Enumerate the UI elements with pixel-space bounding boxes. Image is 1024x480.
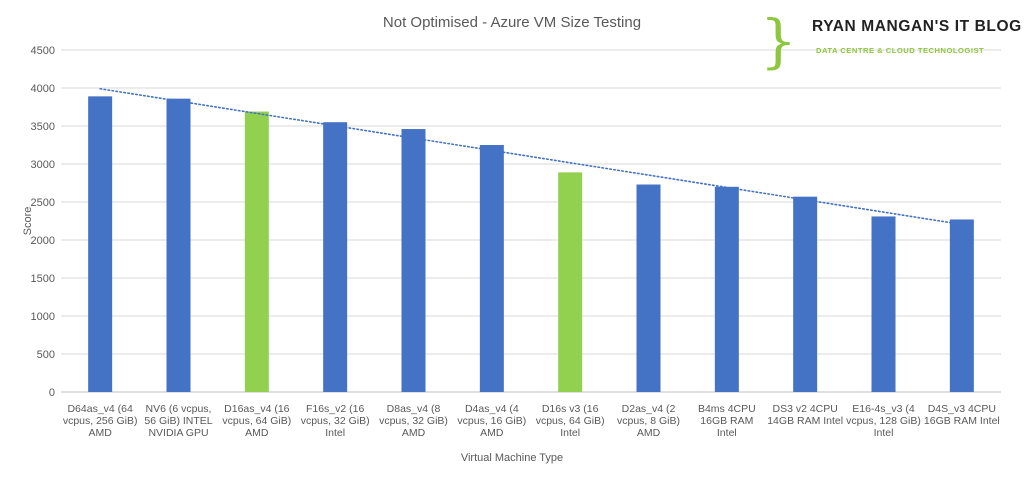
chart-title: Not Optimised - Azure VM Size Testing <box>383 14 641 31</box>
bar <box>479 145 504 392</box>
y-tick-label: 3500 <box>31 121 55 133</box>
bar <box>793 196 818 392</box>
bar <box>949 219 974 392</box>
bar <box>558 172 583 392</box>
y-tick-label: 3000 <box>31 159 55 171</box>
bar <box>244 111 269 392</box>
bar <box>636 184 661 392</box>
x-tick-label: D8as_v4 (8 vcpus, 32 GiB) AMD <box>379 403 448 439</box>
bar <box>714 186 739 392</box>
trendline <box>99 87 963 226</box>
grid-lines <box>61 49 1001 393</box>
x-tick-label: D16s v3 (16 vcpus, 64 GiB) Intel <box>536 403 605 439</box>
bar <box>88 96 113 393</box>
x-tick-label: D16as_v4 (16 vcpus, 64 GiB) AMD <box>222 403 291 439</box>
x-tick-label: F16s_v2 (16 vcpus, 32 GiB) Intel <box>301 403 370 439</box>
x-tick-label: E16-4s_v3 (4 vcpus, 128 GiB) Intel <box>846 403 921 439</box>
y-tick-label: 4000 <box>31 83 55 95</box>
y-tick-label: 500 <box>37 349 55 361</box>
y-tick-label: 0 <box>49 387 55 399</box>
y-tick-label: 2000 <box>31 235 55 247</box>
y-tick-label: 1000 <box>31 311 55 323</box>
logo-title: RYAN MANGAN'S IT BLOG <box>812 18 1022 35</box>
bar <box>323 122 348 392</box>
trendline-group <box>99 87 963 226</box>
x-tick-label: NV6 (6 vcpus, 56 GiB) INTEL NVIDIA GPU <box>144 403 212 439</box>
y-tick-label: 1500 <box>31 273 55 285</box>
logo-subtitle: DATA CENTRE & CLOUD TECHNOLOGIST <box>816 46 985 55</box>
x-tick-label: B4ms 4CPU 16GB RAM Intel <box>698 403 756 439</box>
bar <box>166 98 191 392</box>
bars <box>88 96 974 393</box>
y-tick-labels: 0 500 1000 1500 2000 2500 3000 3500 4000 4500 <box>31 45 55 399</box>
bar <box>401 129 426 393</box>
x-tick-label: D4S_v3 4CPU 16GB RAM Intel <box>924 403 1000 427</box>
x-tick-label: D2as_v4 (2 vcpus, 8 GiB) AMD <box>617 403 680 439</box>
y-tick-label: 4500 <box>31 45 55 57</box>
bar <box>871 216 896 392</box>
logo-brace: } <box>760 7 797 75</box>
y-tick-label: 2500 <box>31 197 55 209</box>
x-tick-label: D64as_v4 (64 vcpus, 256 GiB) AMD <box>63 403 138 439</box>
x-tick-label: D4as_v4 (4 vcpus, 16 GiB) AMD <box>457 403 526 439</box>
x-tick-label: DS3 v2 4CPU 14GB RAM Intel <box>767 403 843 427</box>
x-axis-label: Virtual Machine Type <box>461 452 563 464</box>
y-axis-label: Score <box>22 207 34 236</box>
